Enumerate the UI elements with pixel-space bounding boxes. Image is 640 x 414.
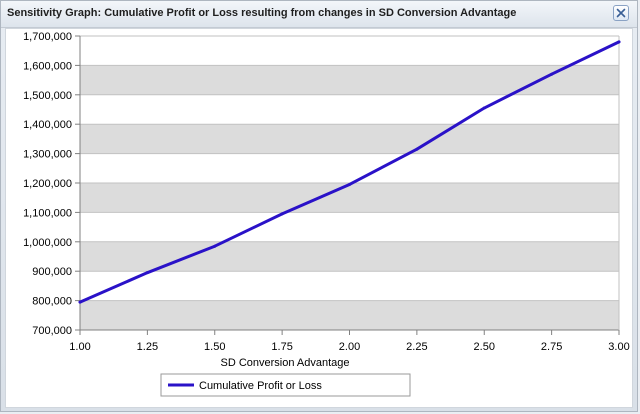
y-tick-label: 1,500,000 — [23, 90, 72, 102]
x-tick-label: 2.00 — [339, 341, 360, 353]
x-tick-label: 1.00 — [69, 341, 90, 353]
data-point — [280, 212, 284, 216]
y-tick-label: 1,700,000 — [23, 31, 72, 43]
close-icon — [616, 8, 626, 18]
line-chart: 700,000 800,000 900,000 1,000,000 1,100,000 1… — [23, 31, 630, 397]
y-tick-label: 1,400,000 — [23, 119, 72, 131]
window-title: Sensitivity Graph: Cumulative Profit or … — [7, 7, 517, 19]
close-button[interactable] — [613, 5, 629, 21]
y-tick-label: 800,000 — [32, 296, 72, 308]
y-tick-label: 1,100,000 — [23, 207, 72, 219]
legend-box — [160, 373, 411, 397]
grid-band — [80, 183, 619, 213]
x-tick-label: 1.50 — [204, 341, 225, 353]
grid-band — [80, 241, 619, 272]
x-tick-label: 1.75 — [271, 341, 292, 353]
y-tick-label: 900,000 — [32, 266, 72, 278]
y-tick-label: 1,300,000 — [23, 149, 72, 161]
grid-band — [80, 300, 619, 330]
series-layer — [78, 40, 621, 304]
x-tick-label: 3.00 — [608, 341, 629, 353]
chart-panel: 700,000 800,000 900,000 1,000,000 1,100,000 1… — [5, 28, 633, 408]
data-point — [482, 106, 486, 110]
x-axis-label: SD Conversion Advantage — [220, 357, 349, 369]
y-tick-label: 1,600,000 — [23, 60, 72, 72]
x-tick-label: 1.25 — [137, 341, 158, 353]
grid-band — [80, 124, 619, 154]
data-point — [348, 182, 351, 186]
y-tick-label: 700,000 — [32, 325, 72, 337]
x-tick-label: 2.75 — [541, 341, 562, 353]
x-axis: 1.00 1.25 1.50 1.75 2.00 2.25 2.50 2.75 3.00 — [69, 330, 630, 353]
data-point — [78, 300, 82, 304]
data-point — [415, 147, 419, 151]
x-tick-label: 2.25 — [406, 341, 427, 353]
y-tick-label: 1,000,000 — [23, 237, 72, 249]
legend-label: Cumulative Profit or Loss — [199, 380, 322, 392]
data-point — [550, 72, 554, 76]
y-tick-label: 1,200,000 — [23, 178, 72, 190]
data-point — [213, 244, 217, 248]
y-axis: 700,000 800,000 900,000 1,000,000 1,100,000 1… — [23, 31, 80, 337]
data-point — [617, 40, 621, 44]
data-point — [145, 271, 149, 275]
grid-band — [80, 65, 619, 95]
plot-bands — [80, 35, 619, 331]
window-titlebar: Sensitivity Graph: Cumulative Profit or … — [1, 1, 637, 28]
legend: Cumulative Profit or Loss — [160, 373, 411, 397]
x-tick-label: 2.50 — [474, 341, 495, 353]
axis-lines — [79, 36, 620, 331]
